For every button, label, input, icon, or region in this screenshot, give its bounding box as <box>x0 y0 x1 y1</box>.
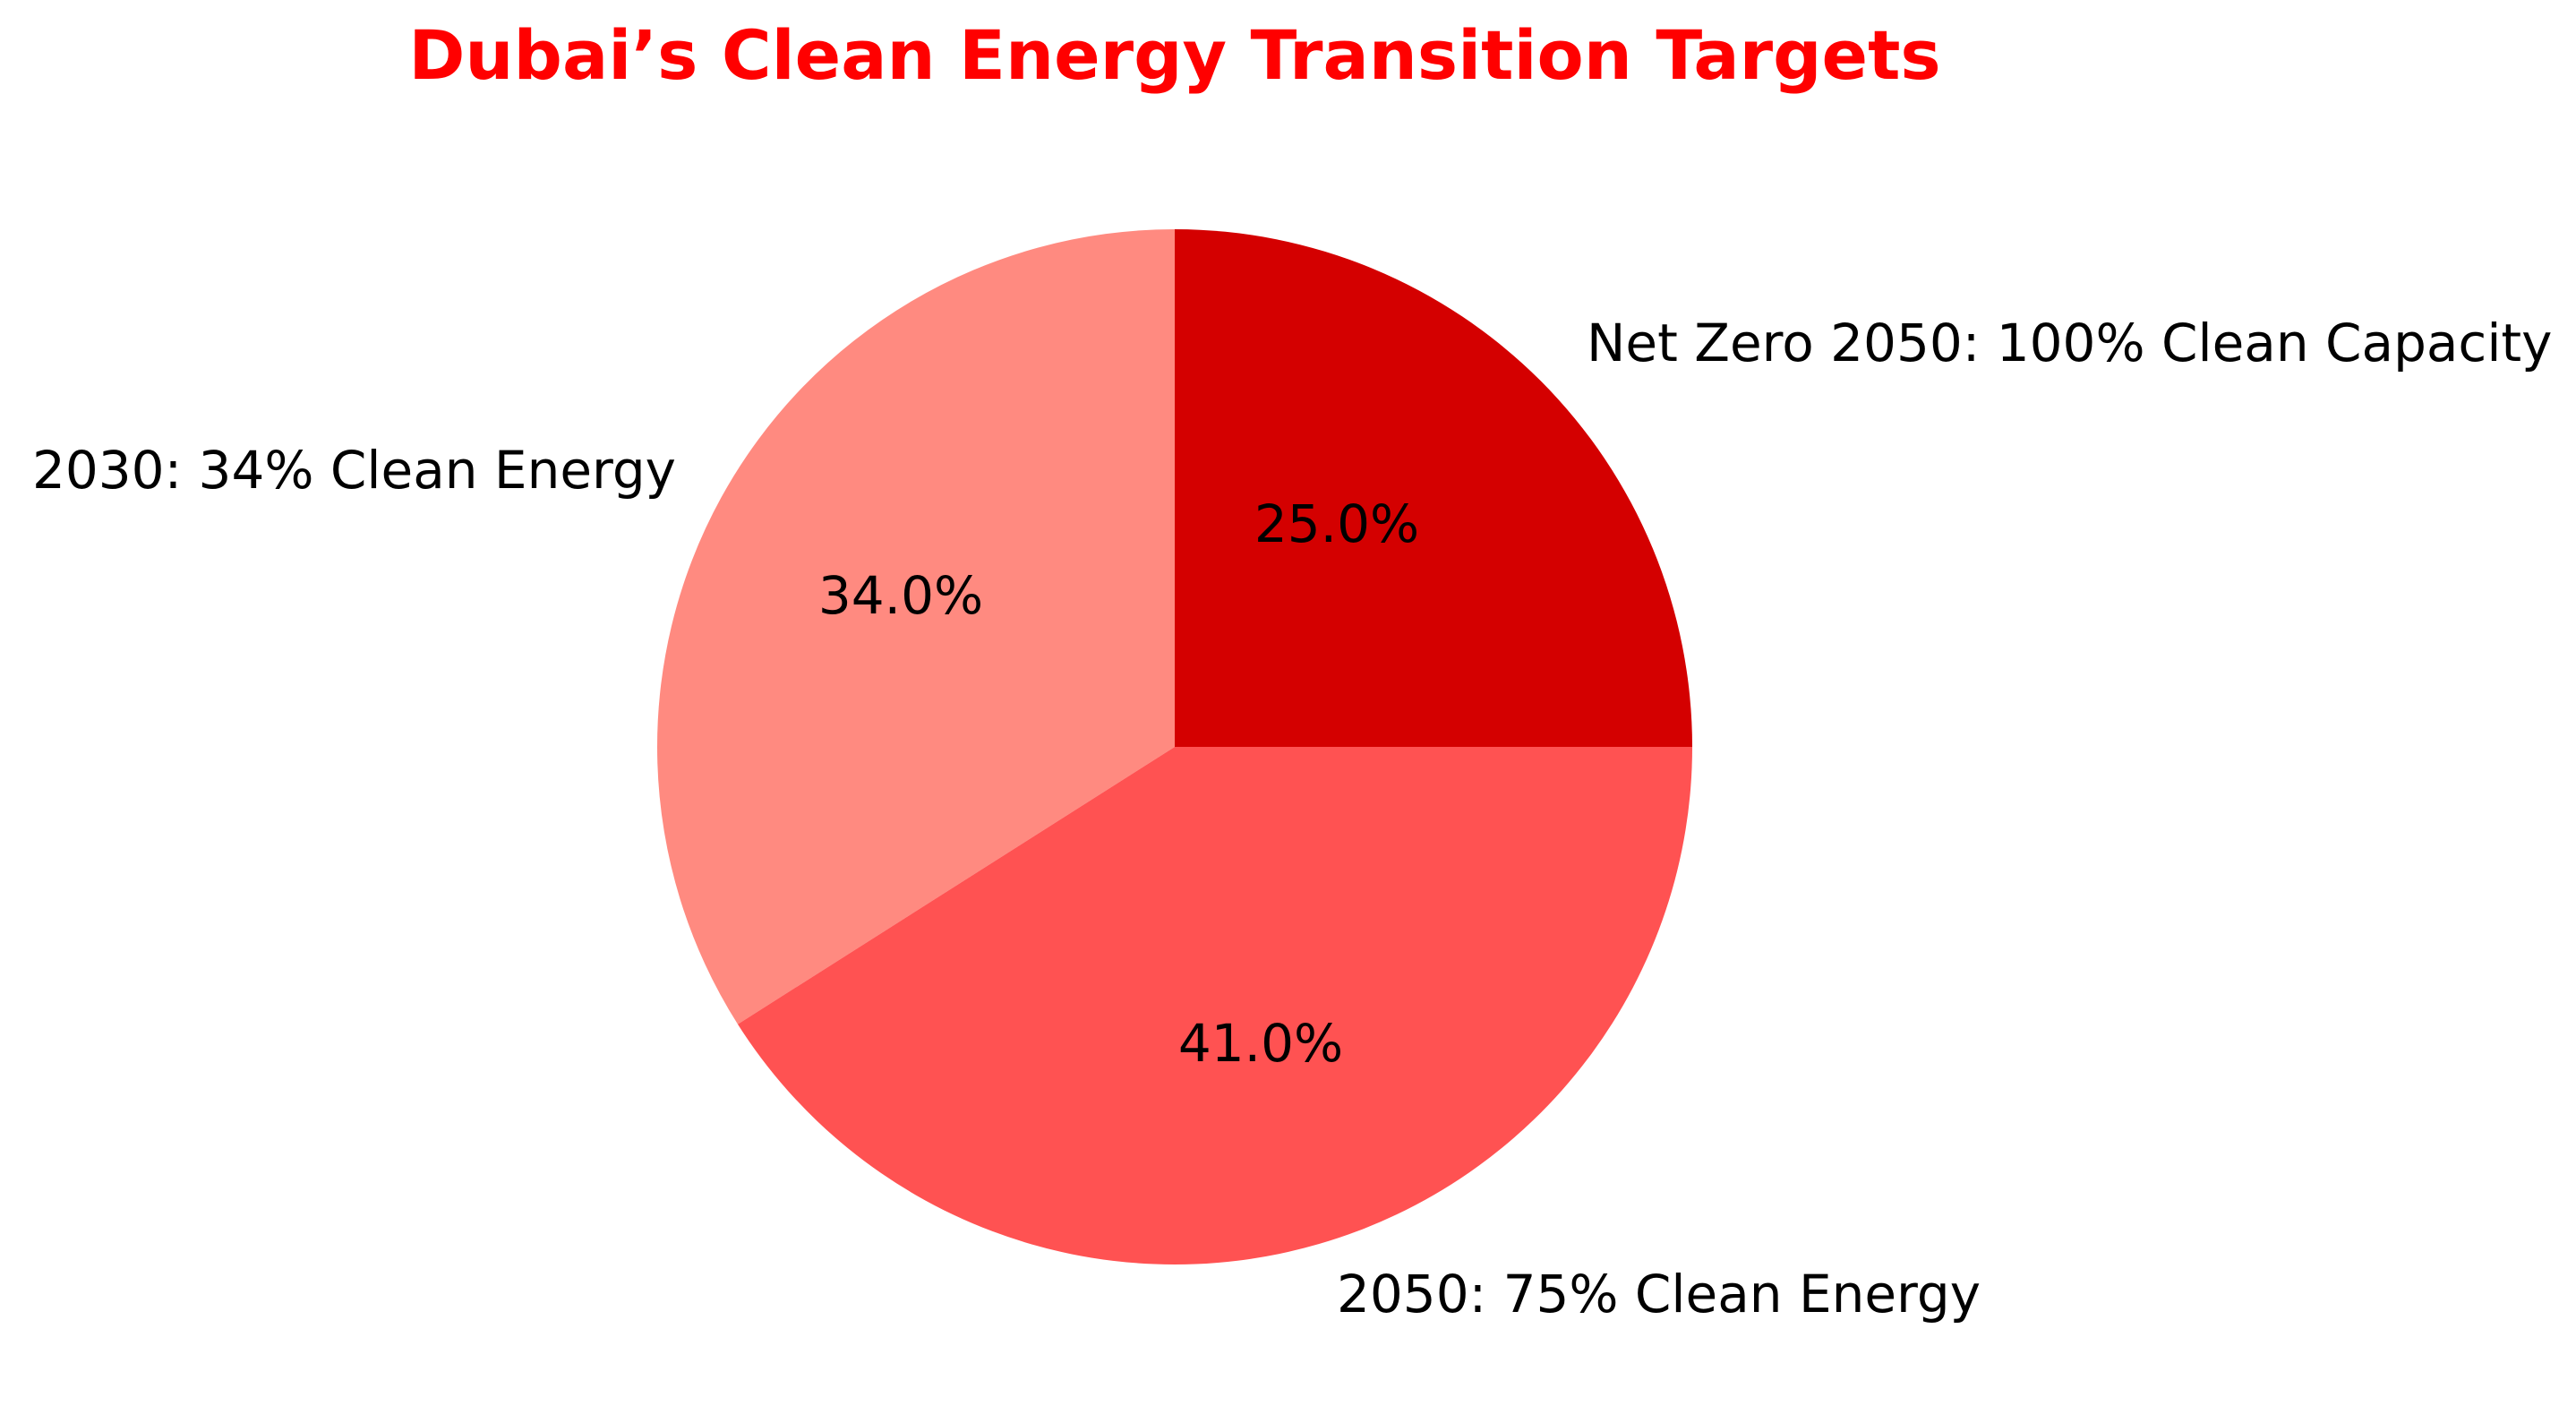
slice-2030 <box>657 229 1175 1024</box>
slice-label-2030: 2030: 34% Clean Energy <box>32 440 676 501</box>
pie-slices <box>657 229 1692 1264</box>
slice-pct-2030: 34.0% <box>818 565 983 626</box>
chart-title: Dubai’s Clean Energy Transition Targets <box>408 15 1940 95</box>
slice-2050 <box>737 747 1692 1264</box>
slice-label-2050: 2050: 75% Clean Energy <box>1337 1264 1981 1324</box>
slice-label-net-zero-2050: Net Zero 2050: 100% Clean Capacity <box>1587 313 2553 373</box>
slice-net-zero-2050 <box>1175 229 1692 747</box>
slice-pct-net-zero-2050: 25.0% <box>1254 493 1419 554</box>
slice-pct-2050: 41.0% <box>1178 1013 1343 1074</box>
